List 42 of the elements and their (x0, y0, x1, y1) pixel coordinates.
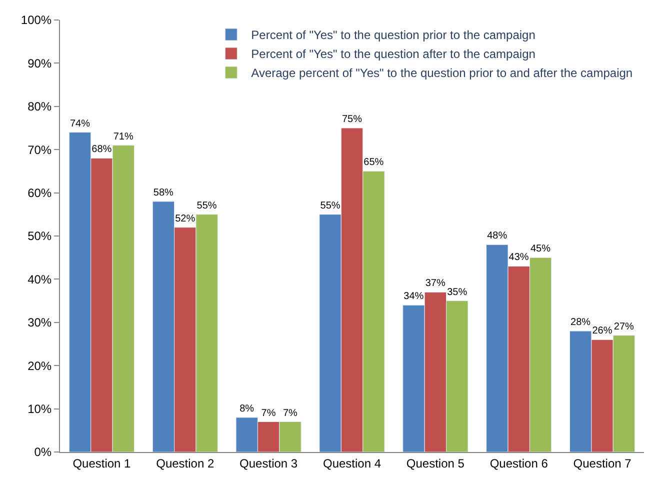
data-label: 27% (614, 321, 634, 332)
x-tick-label: Question 6 (490, 456, 548, 470)
data-label: 34% (404, 291, 424, 302)
data-label: 26% (592, 326, 612, 337)
data-label: 55% (320, 200, 340, 212)
y-tick-label: 90% (28, 56, 52, 70)
data-label: 75% (342, 114, 362, 125)
data-label: 55% (196, 200, 217, 212)
x-tick-label: Question 2 (156, 456, 214, 470)
data-label: 37% (425, 278, 446, 290)
data-label: 8% (240, 403, 254, 414)
data-label: 71% (113, 131, 134, 142)
y-tick-label: 60% (28, 186, 52, 200)
data-label: 52% (175, 213, 196, 224)
data-label: 65% (364, 157, 384, 168)
x-tick-label: Question 4 (322, 456, 382, 470)
data-label: 74% (70, 118, 90, 130)
data-label: 58% (153, 187, 174, 198)
y-tick-label: 70% (28, 142, 52, 157)
data-label: 43% (508, 252, 529, 264)
x-tick-label: Question 1 (72, 456, 132, 470)
x-tick-label: Question 3 (240, 456, 298, 470)
data-label: 68% (92, 144, 112, 156)
data-label: 35% (447, 286, 468, 298)
y-tick-label: 50% (28, 229, 52, 244)
y-tick-label: 100% (20, 13, 52, 28)
y-tick-label: 20% (28, 358, 52, 373)
x-tick-label: Question 5 (406, 456, 465, 470)
y-tick-label: 0% (34, 445, 52, 460)
data-label: 45% (530, 244, 551, 255)
data-label: 48% (487, 230, 508, 242)
y-tick-label: 80% (28, 100, 52, 114)
y-tick-label: 40% (28, 272, 52, 286)
legend-label: Percent of "Yes" to the question after to the campaign (251, 47, 536, 62)
data-label: 7% (282, 408, 298, 419)
y-tick-label: 30% (28, 316, 52, 330)
legend-label: Percent of "Yes" to the question prior to the campaign (251, 28, 536, 42)
legend-label: Average percent of "Yes" to the question prior to and after the campaign (251, 66, 633, 80)
data-label: 7% (261, 408, 276, 419)
x-tick-label: Question 7 (573, 456, 632, 470)
data-label: 28% (570, 317, 591, 328)
y-tick-label: 10% (28, 402, 52, 416)
